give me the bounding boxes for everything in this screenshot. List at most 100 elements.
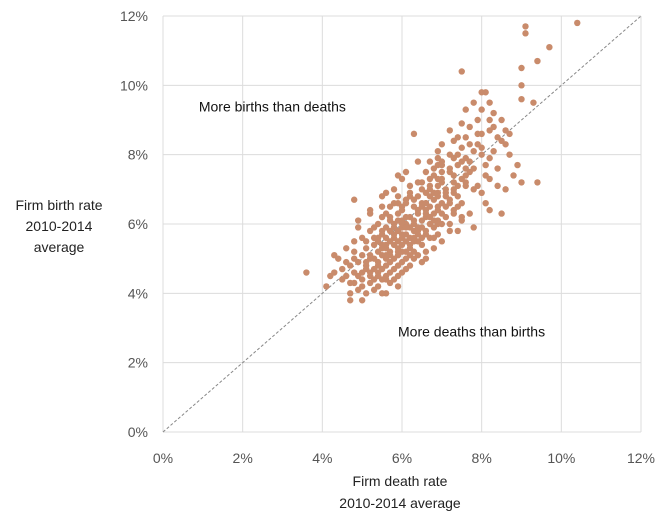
data-point (410, 255, 418, 262)
data-point (574, 19, 581, 27)
data-point (474, 116, 481, 124)
data-point (386, 217, 394, 224)
data-point (434, 206, 442, 214)
data-point (458, 217, 465, 224)
data-point (406, 193, 414, 200)
data-point (354, 272, 362, 280)
data-point (394, 200, 402, 207)
data-point (462, 172, 469, 179)
y-tick-label: 12% (120, 8, 148, 24)
data-point (446, 200, 453, 207)
data-point (390, 186, 398, 193)
y-tick-label: 8% (128, 147, 148, 163)
data-point (374, 272, 382, 280)
data-point (422, 227, 430, 235)
data-point (406, 182, 414, 190)
y-tick-label: 10% (120, 77, 148, 93)
data-point (530, 99, 537, 106)
data-point (394, 248, 402, 255)
data-point (351, 238, 358, 245)
data-point (474, 130, 481, 138)
data-point (514, 161, 521, 169)
data-point (450, 137, 457, 144)
data-point (394, 193, 402, 200)
data-point (438, 141, 446, 148)
data-point (366, 279, 374, 287)
data-point (438, 238, 446, 245)
data-point (394, 283, 402, 290)
data-point (351, 196, 358, 203)
data-point (347, 297, 354, 304)
data-point (478, 189, 485, 196)
data-point (482, 200, 489, 207)
y-axis-label-line-1: Firm birth rate (15, 197, 103, 213)
data-point (394, 210, 402, 217)
data-point (518, 64, 525, 72)
data-point (434, 182, 442, 190)
data-point (323, 283, 330, 290)
data-point (454, 227, 461, 235)
data-point (402, 224, 410, 231)
data-point (470, 99, 477, 106)
y-tick-label: 0% (128, 424, 148, 440)
x-axis-label-line-1: Firm death rate (352, 473, 448, 489)
data-point (486, 206, 493, 214)
data-point (331, 252, 338, 259)
data-point (339, 265, 346, 273)
data-point (486, 99, 493, 106)
x-tick-label: 2% (233, 450, 253, 466)
data-point (490, 109, 497, 117)
data-point (454, 161, 461, 169)
data-point (410, 130, 418, 138)
data-point (458, 68, 465, 75)
y-axis-label: Firm birth rate 2010-2014 average (4, 195, 114, 258)
data-point (470, 148, 477, 155)
x-tick-label: 4% (312, 450, 332, 466)
data-point (430, 234, 438, 242)
y-tick-labels: 0% 2% 4% 6% 8% 10% 12% (120, 8, 148, 440)
y-tick-label: 4% (128, 285, 148, 301)
y-axis-label-line-2: 2010-2014 (25, 218, 93, 234)
data-point (430, 196, 438, 203)
data-point (534, 57, 541, 65)
data-point (382, 276, 390, 283)
data-point (490, 123, 497, 131)
data-point (518, 82, 525, 89)
data-point (374, 234, 382, 242)
data-point (486, 154, 493, 162)
data-point (386, 203, 394, 210)
data-point (474, 182, 481, 190)
data-point (382, 210, 390, 217)
data-point (446, 168, 453, 176)
data-point (522, 23, 529, 30)
data-point (482, 89, 489, 96)
data-point (378, 193, 386, 200)
data-point (343, 245, 350, 252)
data-point (354, 286, 362, 294)
data-point (370, 241, 378, 248)
x-tick-labels: 0% 2% 4% 6% 8% 10% 12% (153, 450, 655, 466)
data-point (374, 262, 382, 269)
data-point (351, 255, 358, 262)
data-point (414, 231, 422, 238)
data-point (446, 227, 453, 235)
data-point (458, 200, 465, 207)
data-point (486, 175, 493, 183)
data-point (462, 106, 469, 113)
data-point (362, 290, 370, 297)
x-tick-label: 8% (472, 450, 492, 466)
data-point (426, 175, 434, 183)
x-axis-label: Firm death rate 2010-2014 average (300, 470, 500, 514)
data-point (502, 186, 509, 193)
data-point (478, 106, 485, 113)
y-tick-label: 6% (128, 216, 148, 232)
data-point (486, 116, 493, 124)
annotations: More births than deaths More deaths than … (199, 98, 545, 339)
data-point (362, 258, 370, 266)
data-point (370, 286, 378, 294)
data-point (446, 220, 453, 228)
data-point (422, 189, 430, 196)
data-point (478, 144, 485, 151)
data-point (462, 134, 469, 141)
data-point (466, 123, 473, 131)
